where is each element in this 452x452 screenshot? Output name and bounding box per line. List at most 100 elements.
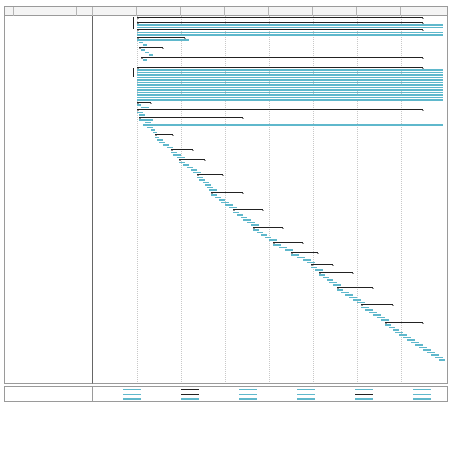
task-bar[interactable]	[215, 196, 221, 199]
task-bar[interactable]	[357, 301, 365, 304]
summary-bar[interactable]	[360, 304, 394, 307]
task-bar[interactable]	[303, 259, 311, 261]
task-bar[interactable]	[137, 26, 443, 29]
summary-bar[interactable]	[136, 66, 424, 70]
task-bar[interactable]	[199, 179, 205, 181]
task-bar[interactable]	[197, 176, 203, 179]
task-bar[interactable]	[137, 24, 443, 26]
task-bar[interactable]	[229, 206, 237, 209]
task-bar[interactable]	[167, 146, 173, 149]
task-bar[interactable]	[243, 219, 251, 221]
summary-bar[interactable]	[178, 159, 206, 162]
task-bar[interactable]	[377, 316, 385, 319]
task-bar[interactable]	[385, 324, 391, 326]
summary-bar[interactable]	[136, 16, 424, 20]
task-bar[interactable]	[145, 121, 151, 124]
summary-bar[interactable]	[272, 241, 304, 245]
task-bar[interactable]	[439, 359, 445, 361]
summary-bar[interactable]	[138, 116, 244, 120]
task-bar[interactable]	[219, 199, 225, 201]
summary-bar[interactable]	[336, 286, 374, 290]
task-bar[interactable]	[191, 169, 197, 171]
task-bar[interactable]	[237, 214, 243, 216]
task-bar[interactable]	[345, 294, 353, 296]
task-bar[interactable]	[407, 339, 415, 341]
task-bar[interactable]	[265, 236, 271, 239]
task-bar[interactable]	[307, 261, 315, 264]
task-bar[interactable]	[137, 94, 443, 96]
task-bar[interactable]	[337, 289, 343, 291]
summary-bar[interactable]	[136, 36, 186, 40]
task-bar[interactable]	[137, 31, 443, 34]
summary-bar[interactable]	[310, 264, 334, 267]
task-bar[interactable]	[137, 81, 443, 84]
task-bar[interactable]	[141, 106, 149, 109]
summary-bar[interactable]	[210, 191, 244, 195]
task-bar[interactable]	[381, 319, 389, 321]
task-bar[interactable]	[177, 156, 185, 159]
task-bar[interactable]	[139, 114, 145, 116]
task-bar[interactable]	[137, 111, 143, 114]
task-bar[interactable]	[137, 79, 443, 81]
task-bar[interactable]	[183, 164, 189, 166]
task-bar[interactable]	[341, 291, 349, 294]
task-bar[interactable]	[137, 71, 443, 74]
task-bar[interactable]	[143, 124, 443, 126]
task-bar[interactable]	[279, 246, 287, 249]
summary-bar[interactable]	[170, 149, 194, 152]
task-bar[interactable]	[225, 204, 233, 206]
task-bar[interactable]	[423, 349, 431, 351]
task-bar[interactable]	[137, 69, 443, 71]
task-bar[interactable]	[247, 221, 255, 224]
task-bar[interactable]	[137, 104, 141, 106]
task-bar[interactable]	[395, 331, 403, 334]
task-row[interactable]	[5, 359, 93, 362]
task-bar[interactable]	[137, 84, 443, 86]
task-bar[interactable]	[269, 239, 277, 241]
task-bar[interactable]	[311, 266, 317, 269]
task-bar[interactable]	[193, 171, 201, 174]
task-bar[interactable]	[157, 139, 163, 141]
task-bar[interactable]	[419, 346, 427, 349]
task-bar[interactable]	[373, 314, 381, 316]
task-bar[interactable]	[241, 216, 247, 219]
task-bar[interactable]	[163, 144, 169, 146]
summary-bar[interactable]	[140, 56, 424, 60]
summary-bar[interactable]	[154, 134, 174, 137]
task-bar[interactable]	[153, 131, 157, 134]
task-bar[interactable]	[415, 344, 423, 346]
task-bar[interactable]	[137, 39, 189, 41]
task-bar[interactable]	[143, 59, 147, 61]
task-bar[interactable]	[261, 234, 267, 236]
task-bar[interactable]	[389, 326, 395, 329]
task-bar[interactable]	[137, 91, 443, 94]
task-bar[interactable]	[141, 49, 145, 51]
task-bar[interactable]	[209, 189, 217, 191]
task-bar[interactable]	[221, 201, 229, 204]
summary-bar[interactable]	[136, 101, 152, 105]
task-bar[interactable]	[205, 184, 211, 186]
task-bar[interactable]	[137, 89, 443, 91]
task-bar[interactable]	[353, 299, 361, 301]
task-bar[interactable]	[435, 356, 443, 359]
task-bar[interactable]	[151, 129, 155, 131]
task-bar[interactable]	[143, 44, 147, 46]
task-bar[interactable]	[159, 141, 165, 144]
summary-bar[interactable]	[232, 209, 264, 212]
task-bar[interactable]	[369, 311, 377, 314]
task-bar[interactable]	[251, 224, 259, 226]
task-bar[interactable]	[137, 99, 443, 101]
task-bar[interactable]	[137, 34, 443, 36]
task-bar[interactable]	[327, 279, 333, 281]
task-bar[interactable]	[257, 231, 263, 234]
task-bar[interactable]	[137, 96, 443, 99]
task-bar[interactable]	[203, 181, 209, 184]
summary-bar[interactable]	[318, 271, 354, 275]
task-bar[interactable]	[137, 86, 443, 89]
task-bar[interactable]	[285, 249, 293, 251]
task-bar[interactable]	[323, 276, 329, 279]
task-bar[interactable]	[427, 351, 435, 354]
summary-bar[interactable]	[252, 226, 284, 230]
task-bar[interactable]	[329, 281, 337, 284]
task-bar[interactable]	[349, 296, 357, 299]
